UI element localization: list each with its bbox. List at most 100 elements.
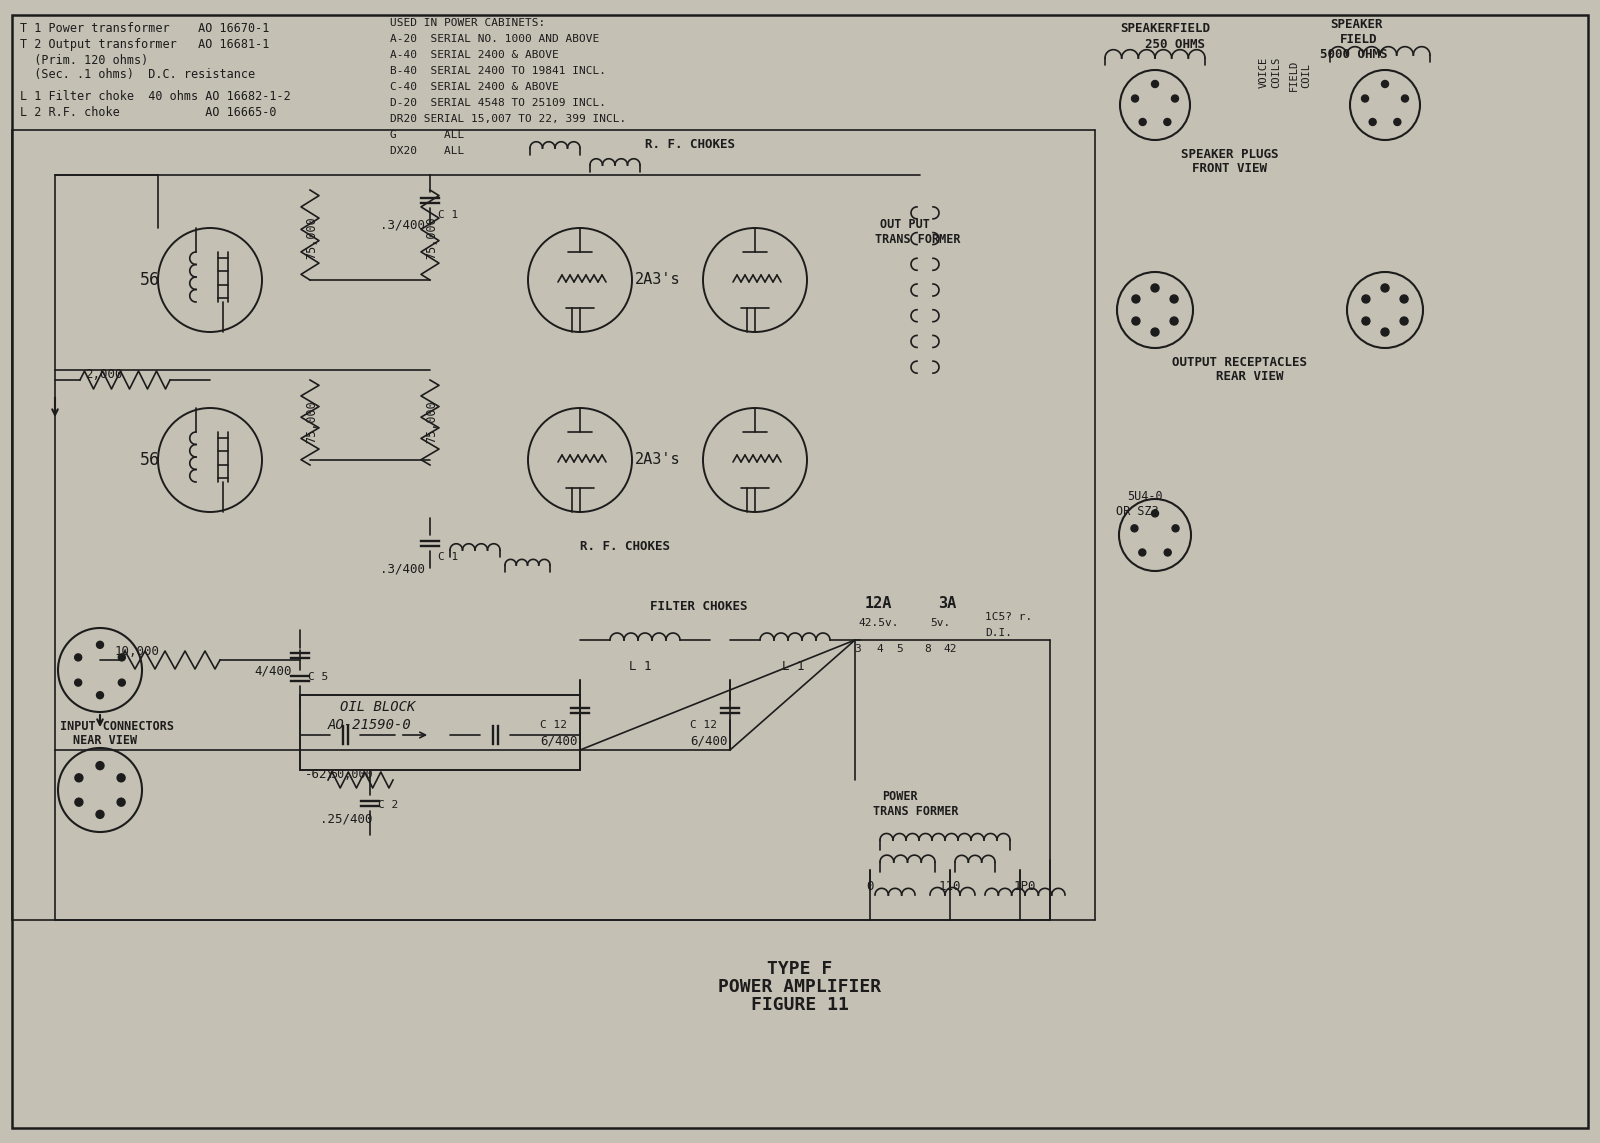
Text: 2A3's: 2A3's xyxy=(635,272,680,288)
Text: 6/400: 6/400 xyxy=(541,735,578,748)
Text: 5000 OHMS: 5000 OHMS xyxy=(1320,48,1387,61)
Circle shape xyxy=(1394,119,1402,126)
Text: 4: 4 xyxy=(877,644,883,654)
Text: 5: 5 xyxy=(896,644,904,654)
Text: 75,000: 75,000 xyxy=(426,217,438,259)
Text: 42: 42 xyxy=(944,644,957,654)
Text: T 1 Power transformer    AO 16670-1: T 1 Power transformer AO 16670-1 xyxy=(19,22,269,35)
Text: 4/400: 4/400 xyxy=(254,665,291,678)
Circle shape xyxy=(1381,80,1389,88)
Circle shape xyxy=(1171,95,1179,102)
Circle shape xyxy=(1150,283,1158,291)
FancyBboxPatch shape xyxy=(13,15,1587,1128)
Text: FIELD
COIL: FIELD COIL xyxy=(1290,59,1310,90)
Text: L 1: L 1 xyxy=(629,660,651,673)
Text: (Prim. 120 ohms): (Prim. 120 ohms) xyxy=(19,54,149,67)
Text: OIL BLOCK: OIL BLOCK xyxy=(339,700,416,714)
Text: FILTER CHOKES: FILTER CHOKES xyxy=(650,600,747,613)
Circle shape xyxy=(75,798,83,806)
Text: 0: 0 xyxy=(866,880,874,893)
Circle shape xyxy=(118,654,125,661)
Circle shape xyxy=(1362,317,1370,325)
Text: B-40  SERIAL 2400 TO 19841 INCL.: B-40 SERIAL 2400 TO 19841 INCL. xyxy=(390,66,606,75)
Circle shape xyxy=(96,810,104,818)
Text: G       ALL: G ALL xyxy=(390,130,464,139)
Text: L 2 R.F. choke            AO 16665-0: L 2 R.F. choke AO 16665-0 xyxy=(19,106,277,119)
Text: 12A: 12A xyxy=(866,596,893,612)
Text: REAR VIEW: REAR VIEW xyxy=(1216,370,1283,383)
Text: OR SZ3: OR SZ3 xyxy=(1115,505,1158,518)
Circle shape xyxy=(1131,295,1139,303)
Text: D.I.: D.I. xyxy=(986,628,1013,638)
Text: TRANS FORMER: TRANS FORMER xyxy=(874,805,958,818)
Circle shape xyxy=(1370,119,1376,126)
Circle shape xyxy=(75,654,82,661)
Circle shape xyxy=(1131,317,1139,325)
Text: 2,000: 2,000 xyxy=(85,368,123,381)
Circle shape xyxy=(1381,283,1389,291)
Circle shape xyxy=(1170,295,1178,303)
Circle shape xyxy=(96,641,104,648)
Text: 56: 56 xyxy=(141,271,160,289)
Circle shape xyxy=(1381,328,1389,336)
Circle shape xyxy=(117,774,125,782)
Text: -62Y: -62Y xyxy=(306,768,334,781)
Text: L 1 Filter choke  40 ohms AO 16682-1-2: L 1 Filter choke 40 ohms AO 16682-1-2 xyxy=(19,90,291,103)
Circle shape xyxy=(1400,317,1408,325)
Text: TYPE F: TYPE F xyxy=(768,960,832,978)
Text: 75,000: 75,000 xyxy=(306,217,318,259)
Text: POWER: POWER xyxy=(882,790,918,804)
Text: SPEAKERFIELD: SPEAKERFIELD xyxy=(1120,22,1210,35)
Text: A-40  SERIAL 2400 & ABOVE: A-40 SERIAL 2400 & ABOVE xyxy=(390,50,558,59)
Text: 3A: 3A xyxy=(938,596,957,612)
Circle shape xyxy=(1170,317,1178,325)
Text: 50,000: 50,000 xyxy=(330,768,373,781)
Text: 1C5? r.: 1C5? r. xyxy=(986,612,1032,622)
Text: 8: 8 xyxy=(925,644,931,654)
Circle shape xyxy=(96,761,104,769)
Text: C 5: C 5 xyxy=(307,672,328,682)
Text: 3: 3 xyxy=(854,644,861,654)
Text: C 12: C 12 xyxy=(690,720,717,730)
Circle shape xyxy=(1173,525,1179,531)
Circle shape xyxy=(118,679,125,686)
Text: D-20  SERIAL 4548 TO 25109 INCL.: D-20 SERIAL 4548 TO 25109 INCL. xyxy=(390,98,606,107)
Text: FIELD: FIELD xyxy=(1341,33,1378,46)
Text: 5U4-0: 5U4-0 xyxy=(1126,490,1163,503)
Circle shape xyxy=(1131,525,1138,531)
Circle shape xyxy=(1362,295,1370,303)
Text: AO-21590-0: AO-21590-0 xyxy=(328,718,411,732)
Text: C-40  SERIAL 2400 & ABOVE: C-40 SERIAL 2400 & ABOVE xyxy=(390,82,558,91)
Text: .3/400: .3/400 xyxy=(381,218,426,231)
Text: 56: 56 xyxy=(141,451,160,469)
Circle shape xyxy=(1402,95,1408,102)
Text: R. F. CHOKES: R. F. CHOKES xyxy=(645,138,734,151)
Text: NEAR VIEW: NEAR VIEW xyxy=(74,734,138,748)
Text: 250 OHMS: 250 OHMS xyxy=(1146,38,1205,51)
Text: (Sec. .1 ohms)  D.C. resistance: (Sec. .1 ohms) D.C. resistance xyxy=(19,67,254,81)
Text: 110: 110 xyxy=(939,880,962,893)
Text: 6/400: 6/400 xyxy=(690,735,728,748)
Text: 75,000: 75,000 xyxy=(306,401,318,443)
Text: 10,000: 10,000 xyxy=(115,645,160,658)
Text: 75,000: 75,000 xyxy=(426,401,438,443)
Text: INPUT CONNECTORS: INPUT CONNECTORS xyxy=(61,720,174,733)
Circle shape xyxy=(75,774,83,782)
Circle shape xyxy=(1131,95,1139,102)
Text: T 2 Output transformer   AO 16681-1: T 2 Output transformer AO 16681-1 xyxy=(19,38,269,51)
Text: C 12: C 12 xyxy=(541,720,566,730)
Text: OUT PUT: OUT PUT xyxy=(880,218,930,231)
Text: TRANS FORMER: TRANS FORMER xyxy=(875,233,960,246)
Circle shape xyxy=(1152,510,1158,517)
Circle shape xyxy=(1152,80,1158,88)
Text: 5v.: 5v. xyxy=(930,618,950,628)
Circle shape xyxy=(1165,549,1171,555)
Bar xyxy=(301,695,579,770)
Text: FIGURE 11: FIGURE 11 xyxy=(750,996,850,1014)
Text: 2A3's: 2A3's xyxy=(635,453,680,467)
Text: SPEAKER: SPEAKER xyxy=(1330,18,1382,31)
Text: .25/400: .25/400 xyxy=(320,812,373,825)
Text: C 2: C 2 xyxy=(378,800,398,810)
Circle shape xyxy=(1139,549,1146,555)
Text: POWER AMPLIFIER: POWER AMPLIFIER xyxy=(718,978,882,996)
